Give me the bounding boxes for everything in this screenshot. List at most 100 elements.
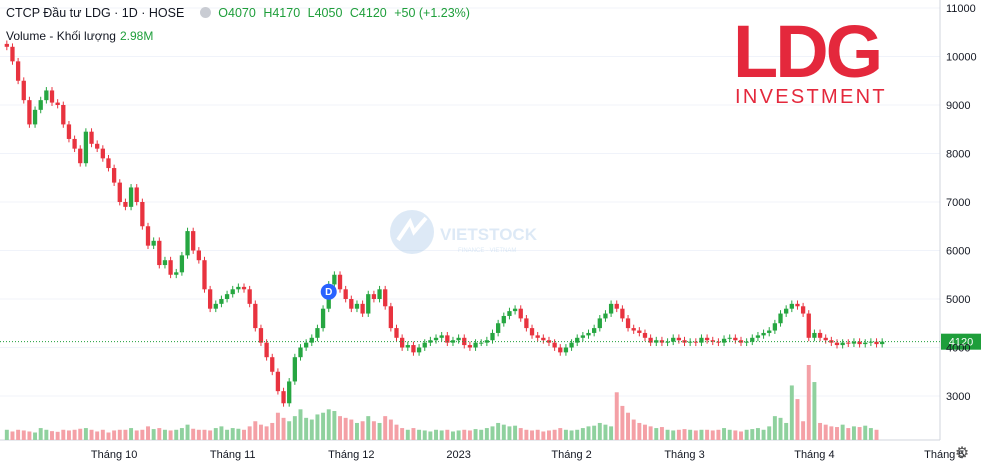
gear-icon[interactable]: ⚙ bbox=[954, 445, 970, 462]
volume-bar bbox=[338, 416, 342, 440]
volume-bar bbox=[586, 426, 591, 440]
volume-bar bbox=[405, 429, 410, 440]
volume-bar bbox=[857, 427, 862, 440]
candle-body bbox=[388, 306, 393, 329]
candle-body bbox=[66, 124, 72, 139]
volume-bar bbox=[558, 428, 563, 440]
volume-bar bbox=[332, 411, 337, 440]
symbol-title[interactable]: CTCP Đầu tư LDG · 1D · HOSE bbox=[6, 6, 185, 20]
candle-body bbox=[597, 318, 602, 329]
candle-body bbox=[727, 337, 732, 339]
watermark-vietstock: VIETSTOCK FINANCE · VIETNAM bbox=[390, 210, 538, 254]
candle-body bbox=[21, 80, 26, 101]
candle-body bbox=[467, 345, 473, 348]
candle-body bbox=[716, 341, 721, 343]
volume-bar bbox=[343, 417, 348, 440]
candle-body bbox=[219, 299, 224, 304]
volume-bar bbox=[89, 429, 94, 440]
candle-body bbox=[83, 131, 89, 164]
volume-bar bbox=[134, 430, 139, 440]
x-tick-label: Tháng 11 bbox=[210, 449, 256, 461]
volume-bar bbox=[818, 422, 823, 440]
volume-bar bbox=[315, 414, 320, 440]
volume-bar bbox=[146, 426, 150, 440]
candle-body bbox=[332, 274, 337, 285]
candle-body bbox=[750, 337, 755, 342]
volume-bar bbox=[693, 430, 698, 440]
candle-body bbox=[733, 337, 738, 341]
candle-body bbox=[366, 294, 371, 314]
candle-body bbox=[275, 371, 281, 392]
volume-bar bbox=[778, 417, 783, 440]
candle-body bbox=[309, 337, 314, 343]
volume-bar bbox=[569, 430, 574, 440]
candle-body bbox=[603, 313, 608, 319]
volume-bar bbox=[270, 422, 275, 440]
candle-body bbox=[111, 168, 117, 183]
volume-bar bbox=[479, 429, 484, 440]
volume-bar bbox=[202, 429, 207, 440]
volume-bar bbox=[620, 405, 625, 440]
volume-bar bbox=[846, 428, 851, 440]
candle-body bbox=[490, 332, 495, 341]
volume-legend: Volume - Khối lượng 2.98M bbox=[6, 29, 153, 43]
volume-bar bbox=[326, 409, 331, 440]
volume-bar bbox=[518, 428, 523, 440]
volume-bar bbox=[682, 429, 687, 440]
eye-icon[interactable] bbox=[199, 7, 211, 18]
candle-body bbox=[128, 187, 134, 207]
candle-body bbox=[258, 328, 264, 343]
candle-body bbox=[354, 303, 360, 309]
volume-bar bbox=[434, 429, 439, 440]
candle-body bbox=[518, 308, 523, 319]
volume-bar bbox=[162, 429, 167, 440]
candle-body bbox=[625, 318, 631, 329]
candle-body bbox=[496, 323, 501, 333]
volume-bar bbox=[157, 428, 162, 440]
volume-bar bbox=[117, 429, 122, 440]
volume-bar bbox=[524, 429, 529, 440]
candle-body bbox=[78, 148, 83, 164]
candle-body bbox=[224, 294, 230, 299]
volume-bar bbox=[168, 430, 173, 440]
volume-label[interactable]: Volume - Khối lượng bbox=[6, 29, 116, 43]
low-value: L4050 bbox=[307, 6, 343, 20]
candle-body bbox=[72, 138, 77, 149]
candle-body bbox=[287, 381, 292, 404]
candle-body bbox=[817, 332, 823, 338]
candle-body bbox=[676, 337, 682, 341]
volume-bar bbox=[761, 429, 766, 440]
change-value: +50 (+1.23%) bbox=[394, 6, 470, 20]
volume-bar bbox=[484, 428, 489, 440]
volume-bar bbox=[456, 430, 461, 440]
volume-bar bbox=[66, 430, 71, 440]
candle-body bbox=[428, 340, 433, 343]
volume-bar bbox=[298, 409, 303, 440]
candle-body bbox=[292, 357, 297, 382]
volume-bar bbox=[27, 431, 32, 440]
volume-bar bbox=[422, 430, 427, 440]
volume-bar bbox=[309, 419, 314, 440]
y-tick-label: 8000 bbox=[946, 149, 970, 161]
event-marker[interactable]: D bbox=[320, 283, 337, 300]
volume-bar bbox=[784, 422, 789, 440]
candle-body bbox=[812, 332, 817, 338]
candle-body bbox=[399, 337, 405, 348]
x-tick-label: Tháng 5 bbox=[924, 449, 964, 461]
volume-bar bbox=[597, 422, 602, 440]
volume-bar bbox=[360, 421, 365, 440]
candle-body bbox=[230, 289, 235, 295]
volume-bar bbox=[230, 428, 235, 440]
volume-bar bbox=[185, 424, 190, 440]
volume-bar bbox=[21, 430, 26, 440]
candle-body bbox=[738, 340, 744, 343]
candle-body bbox=[541, 337, 546, 341]
volume-bar bbox=[552, 429, 557, 440]
volume-bar bbox=[208, 430, 213, 440]
volume-bar bbox=[394, 424, 399, 440]
logo-subtitle: INVESTMENT bbox=[735, 86, 887, 108]
candle-body bbox=[614, 303, 619, 309]
volume-bar bbox=[643, 424, 647, 440]
volume-bar bbox=[772, 416, 777, 440]
